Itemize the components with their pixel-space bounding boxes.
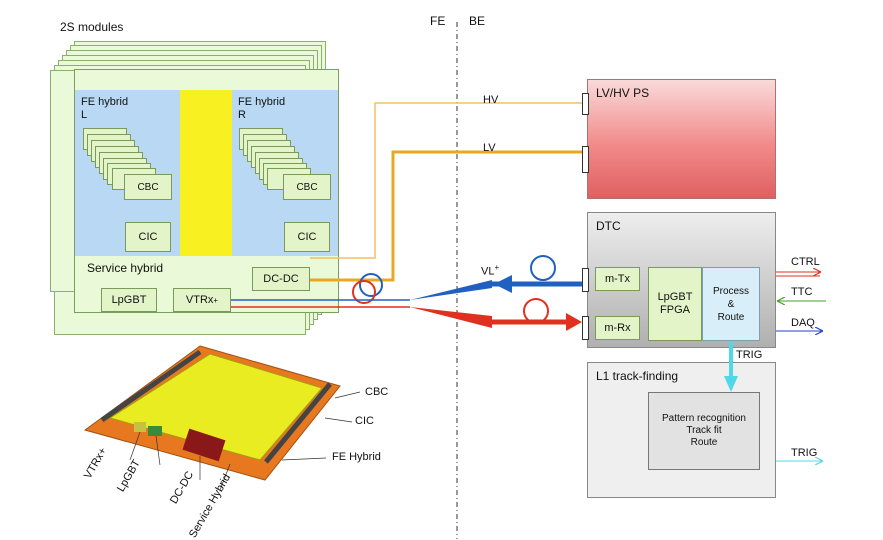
fiber-loop-blue-right [530, 255, 556, 281]
daq-label: DAQ [791, 317, 815, 329]
hv-connector [582, 93, 589, 115]
module-vtrx [134, 422, 146, 432]
module-photo [83, 345, 361, 491]
module-strip-left [100, 349, 202, 423]
cbc-chip-left: CBC [124, 174, 172, 200]
cic-chip-right: CIC [284, 222, 330, 252]
lvhv-ps-box [587, 79, 776, 199]
trig-out-label: TRIG [791, 447, 818, 459]
l1-inner-box [648, 392, 760, 470]
hv-label: HV [483, 94, 499, 106]
l1-inner-text: Pattern recognition Track fit Route [662, 413, 746, 448]
photo-cbc-label: CBC [365, 386, 389, 398]
fe-hybrid-left-label: FE hybrid L [81, 96, 129, 121]
fiber-loop-red-right [523, 298, 549, 324]
fiber-loop-red-left [352, 280, 376, 304]
mrx-chip: m-Rx [595, 316, 640, 340]
vl-label-sup: + [494, 263, 500, 272]
lpgbt-fpga-block: LpGBT FPGA [648, 267, 702, 341]
lv-label: LV [483, 142, 496, 154]
module-dcdc [182, 428, 226, 462]
module-sensor [108, 353, 323, 461]
trig-label: TRIG [736, 349, 763, 361]
uplink-wedge [410, 307, 492, 328]
vtrx-chip-label: VTRx [185, 294, 214, 306]
fe-be-divider [456, 22, 458, 539]
vl-label-text: VL [481, 265, 495, 278]
service-hybrid-label: Service hybrid [87, 261, 164, 275]
photo-cic-label: CIC [355, 415, 374, 427]
fe-hybrid-right-label: FE hybrid R [238, 96, 286, 121]
lvhv-ps-title: LV/HV PS [596, 86, 650, 100]
vl-label: VL+ [481, 263, 499, 278]
mtx-connector [582, 268, 589, 292]
uplink-arrowhead [566, 313, 582, 331]
dtc-title: DTC [596, 219, 621, 233]
vtrx-chip-sup: + [213, 295, 219, 305]
photo-fe-hybrid-label: FE Hybrid [332, 451, 381, 463]
fe-label: FE [430, 14, 446, 28]
trig-vertical-head [724, 376, 738, 392]
process-route-block: Process & Route [702, 267, 760, 341]
modules-title: 2S modules [60, 20, 124, 34]
downlink-arrowhead [494, 275, 512, 293]
module-strip-right [264, 382, 332, 464]
hv-line [310, 102, 582, 259]
module-lpgbt [148, 426, 162, 436]
lpgbt-chip: LpGBT [101, 288, 157, 312]
l1-title: L1 track-finding [596, 369, 679, 383]
lv-connector [582, 146, 589, 173]
ttc-label: TTC [791, 286, 813, 298]
mrx-connector [582, 316, 589, 340]
ctrl-label: CTRL [791, 256, 820, 268]
downlink-wedge [410, 280, 492, 300]
lv-line [310, 150, 582, 282]
fiber-loop-blue-left [359, 273, 383, 297]
vtrx-chip: VTRx + [173, 288, 231, 312]
dcdc-chip: DC-DC [252, 267, 310, 291]
mtx-chip: m-Tx [595, 267, 640, 291]
be-label: BE [469, 14, 486, 28]
cic-chip-left: CIC [125, 222, 171, 252]
sensor-strip [180, 90, 232, 256]
cbc-chip-right: CBC [283, 174, 331, 200]
